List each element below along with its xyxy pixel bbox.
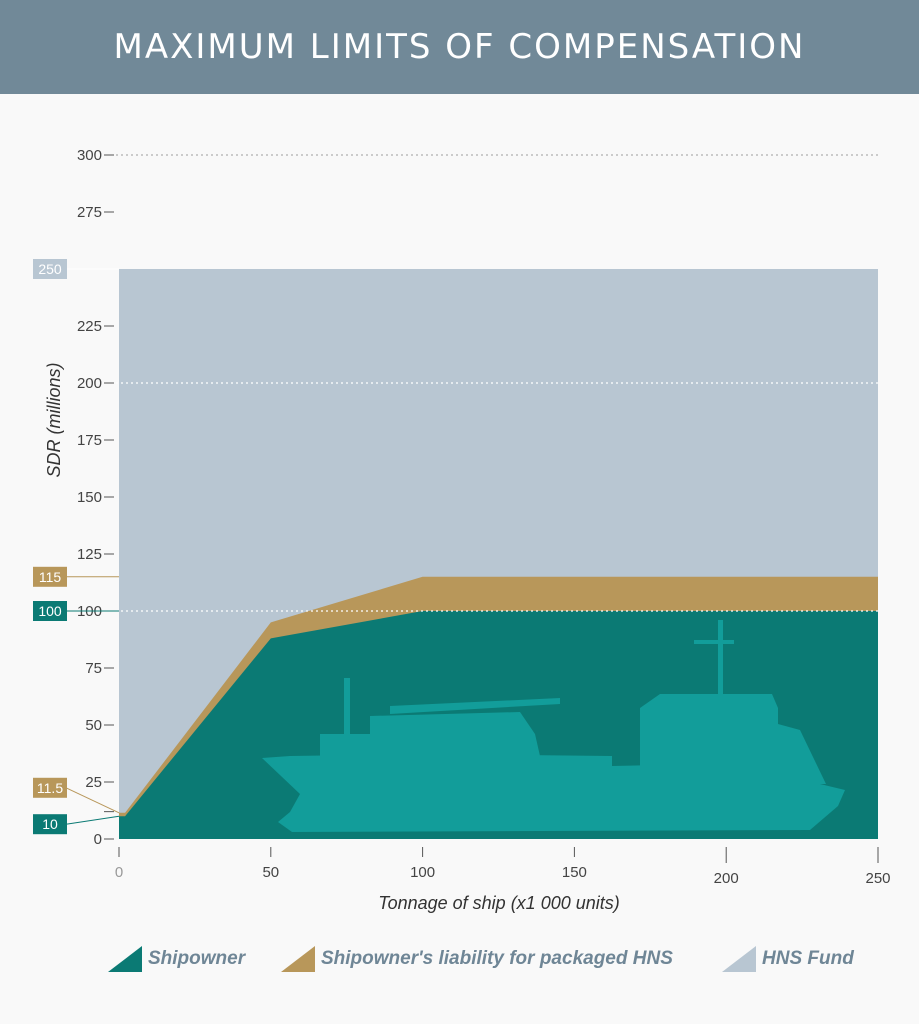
- y-tick-label: 75: [85, 660, 102, 677]
- highlight-label-100: 100: [33, 601, 119, 621]
- highlight-text: 10: [42, 816, 58, 832]
- legend-item-shipowner: Shipowner: [108, 944, 245, 974]
- highlight-box: [33, 601, 67, 621]
- highlight-box: [33, 777, 67, 798]
- ship-bridge: [640, 694, 778, 784]
- highlight-text: 115: [39, 569, 62, 585]
- x-axis-label: Tonnage of ship (x1 000 units): [378, 893, 620, 913]
- highlight-label-10: 10: [33, 814, 120, 835]
- highlight-labels: 250 115 100 11.5 10: [33, 259, 120, 835]
- highlight-box: [33, 566, 67, 587]
- x-tick-label: 50: [262, 864, 279, 881]
- ship-mast-fore: [344, 678, 350, 756]
- legend-swatch-hns-fund: [722, 946, 756, 972]
- legend-label-hns-fund: HNS Fund: [762, 948, 854, 969]
- y-tick-label: 0: [94, 831, 102, 848]
- highlight-text: 11.5: [37, 780, 63, 796]
- leader-line: [65, 787, 120, 814]
- chart-title: MAXIMUM LIMITS OF COMPENSATION: [113, 27, 806, 67]
- ship-mast-yard: [694, 640, 734, 644]
- x-tick-label: 200: [714, 870, 739, 887]
- legend-item-hns-fund: HNS Fund: [722, 944, 854, 974]
- highlight-box: [33, 259, 67, 279]
- leader-line: [65, 815, 120, 825]
- ship-bow-deck: [320, 734, 370, 758]
- x-tick-label: 100: [410, 864, 435, 881]
- highlight-label-250: 250: [33, 259, 119, 279]
- highlight-box: [33, 814, 67, 835]
- y-tick-label: 50: [85, 717, 102, 734]
- x-tick-label: 150: [562, 864, 587, 881]
- x-tick-label: 0: [115, 864, 123, 881]
- legend-label-packaged-hns: Shipowner's liability for packaged HNS: [321, 948, 673, 969]
- grid-layer: [116, 154, 878, 612]
- y-tick-label: 175: [77, 432, 102, 449]
- y-tick-label: 225: [77, 318, 102, 335]
- ship-stern-crane: [778, 724, 826, 784]
- y-tick-label: 300: [77, 147, 102, 164]
- y-axis-label: SDR (millions): [44, 362, 64, 477]
- x-tick-label: 250: [865, 870, 890, 887]
- highlight-label-115: 115: [33, 566, 119, 587]
- y-tick-label: 125: [77, 546, 102, 563]
- legend: Shipowner Shipowner's liability for pack…: [108, 944, 868, 974]
- y-tick-label: 25: [85, 774, 102, 791]
- legend-swatch-packaged-hns: [281, 946, 315, 972]
- y-tick-label: 200: [77, 375, 102, 392]
- legend-label-shipowner: Shipowner: [148, 948, 246, 969]
- title-bar: MAXIMUM LIMITS OF COMPENSATION: [0, 0, 919, 94]
- y-tick-label: 150: [77, 489, 102, 506]
- ship-crane-arm: [390, 698, 560, 714]
- chart-area: 0 25 50 75 100 125 150 175 200 225 275 300 0 50 100 15…: [33, 147, 891, 913]
- legend-item-packaged-hns: Shipowner's liability for packaged HNS: [281, 944, 673, 974]
- y-tick-label: 275: [77, 204, 102, 221]
- ship-crane-base: [370, 712, 540, 756]
- ship-mast-main: [718, 620, 723, 700]
- cargo-ship-icon: [262, 620, 845, 832]
- highlight-text: 100: [38, 603, 62, 619]
- legend-swatch-shipowner: [108, 946, 142, 972]
- highlight-label-11-5: 11.5: [33, 777, 120, 814]
- x-axis: 0 50 100 150 200 250: [115, 847, 891, 887]
- highlight-text: 250: [38, 261, 62, 277]
